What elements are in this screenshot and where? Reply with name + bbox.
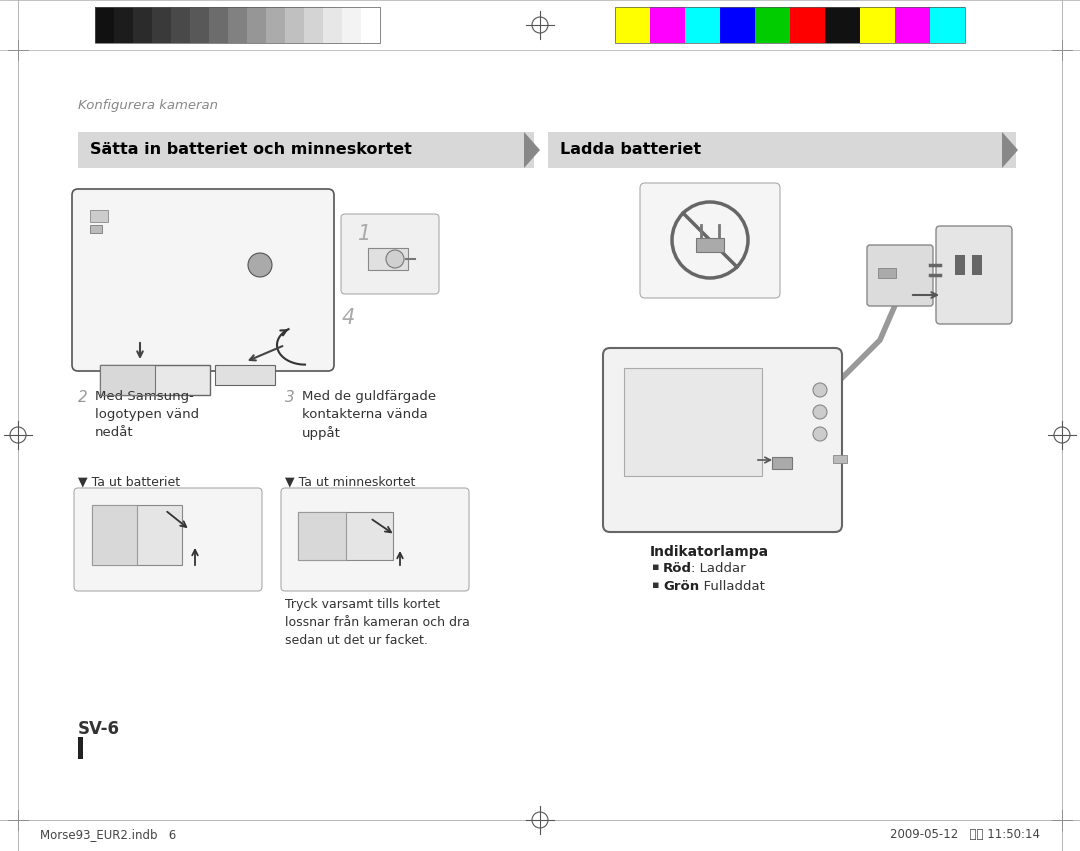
Text: Konfigurera kameran: Konfigurera kameran [78, 99, 218, 112]
FancyBboxPatch shape [341, 214, 438, 294]
FancyBboxPatch shape [867, 245, 933, 306]
FancyBboxPatch shape [603, 348, 842, 532]
Text: ▼ Ta ut batteriet: ▼ Ta ut batteriet [78, 475, 180, 488]
Bar [95, 7, 114, 43]
Bar [78, 737, 83, 759]
Polygon shape [1002, 132, 1018, 168]
Bar [895, 7, 930, 43]
Polygon shape [524, 132, 540, 168]
Text: Sätta in batteriet och minneskortet: Sätta in batteriet och minneskortet [90, 142, 411, 157]
Bar [90, 225, 102, 233]
Bar [878, 268, 896, 278]
Bar [930, 7, 966, 43]
Text: 2009-05-12   오전 11:50:14: 2009-05-12 오전 11:50:14 [890, 829, 1040, 842]
Text: 4: 4 [342, 308, 355, 328]
FancyBboxPatch shape [640, 183, 780, 298]
Bar [755, 7, 791, 43]
Bar [133, 7, 152, 43]
Bar [860, 7, 895, 43]
Bar [833, 455, 847, 463]
Bar [285, 7, 305, 43]
Bar [190, 7, 210, 43]
Circle shape [813, 427, 827, 441]
Text: : Fulladdat: : Fulladdat [696, 580, 765, 593]
Bar [92, 505, 137, 565]
Bar [92, 505, 137, 565]
Bar [114, 7, 133, 43]
Circle shape [813, 405, 827, 419]
Bar [650, 7, 686, 43]
Bar [342, 7, 362, 43]
Bar [266, 7, 285, 43]
Text: Grön: Grön [663, 580, 699, 593]
Text: Ladda batteriet: Ladda batteriet [561, 142, 701, 157]
Bar [772, 457, 792, 469]
Bar [247, 7, 267, 43]
Bar [955, 255, 966, 275]
Text: Med Samsung-
logotypen vänd
nedåt: Med Samsung- logotypen vänd nedåt [95, 390, 199, 439]
Bar [228, 7, 247, 43]
Bar [685, 7, 720, 43]
Bar [298, 512, 346, 560]
Bar [298, 512, 393, 560]
Text: Morse93_EUR2.indb   6: Morse93_EUR2.indb 6 [40, 829, 176, 842]
Bar [92, 505, 183, 565]
Bar [152, 7, 172, 43]
Bar [825, 7, 861, 43]
Bar [720, 7, 755, 43]
FancyBboxPatch shape [75, 488, 262, 591]
FancyBboxPatch shape [72, 189, 334, 371]
Bar [615, 7, 650, 43]
Text: SV-6: SV-6 [78, 720, 120, 738]
Text: 3: 3 [285, 390, 295, 405]
Bar [972, 255, 982, 275]
Text: ▼ Ta ut minneskortet: ▼ Ta ut minneskortet [285, 475, 416, 488]
FancyBboxPatch shape [936, 226, 1012, 324]
Text: Med de guldfärgade
kontakterna vända
uppåt: Med de guldfärgade kontakterna vända upp… [302, 390, 436, 441]
Text: ▪: ▪ [652, 580, 660, 590]
Bar [95, 7, 380, 43]
Bar [323, 7, 342, 43]
Bar [90, 210, 108, 222]
Bar [361, 7, 380, 43]
Bar [100, 365, 156, 395]
Text: : Laddar: : Laddar [691, 562, 745, 575]
Bar [368, 248, 408, 270]
Text: Röd: Röd [663, 562, 692, 575]
Circle shape [248, 253, 272, 277]
Bar [696, 238, 724, 252]
Bar [78, 132, 534, 168]
Bar [615, 7, 966, 43]
Bar [100, 365, 156, 395]
Text: Tryck varsamt tills kortet
lossnar från kameran och dra
sedan ut det ur facket.: Tryck varsamt tills kortet lossnar från … [285, 598, 470, 647]
Text: ▪: ▪ [652, 562, 660, 572]
Bar [171, 7, 190, 43]
Bar [624, 368, 762, 476]
Bar [303, 7, 323, 43]
Text: 2: 2 [78, 390, 87, 405]
Text: Indikatorlampa: Indikatorlampa [650, 545, 769, 559]
FancyBboxPatch shape [281, 488, 469, 591]
Bar [789, 7, 825, 43]
Text: 1: 1 [357, 224, 372, 244]
Bar [210, 7, 228, 43]
Bar [548, 132, 1016, 168]
Circle shape [386, 250, 404, 268]
Bar [298, 512, 346, 560]
Bar [215, 365, 275, 385]
Circle shape [813, 383, 827, 397]
Bar [0, 0, 1080, 50]
Bar [100, 365, 210, 395]
